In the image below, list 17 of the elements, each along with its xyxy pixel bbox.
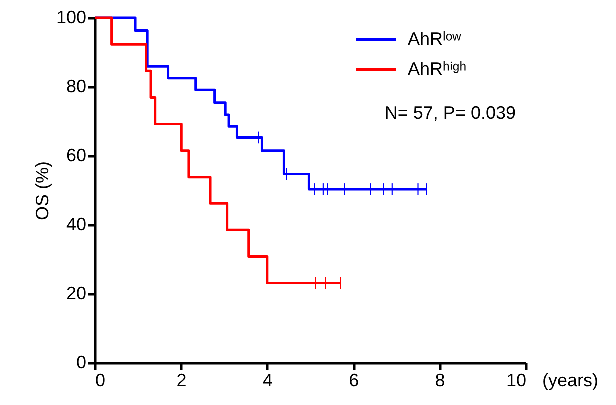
x-axis-title: (years) [542,370,599,390]
y-tick-label: 40 [66,214,86,234]
y-tick-label: 80 [66,76,86,96]
x-tick-label: 0 [96,370,106,390]
y-tick-label: 0 [76,352,86,372]
y-axis-title: OS (%) [32,161,52,221]
legend-label: AhRʰⁱᵍʰ [408,59,467,79]
annotation: N= 57, P= 0.039 [384,103,516,123]
x-tick-label: 6 [349,370,360,390]
x-tick-label: 2 [176,370,187,390]
y-tick-label: 20 [66,284,86,304]
x-tick-label: 8 [435,370,446,390]
x-tick-label: 4 [262,370,273,390]
y-tick-label: 60 [66,146,86,166]
y-tick-label: 100 [56,8,86,28]
legend-label: AhRˡᵒʷ [408,29,462,49]
x-tick-label: 10 [506,370,526,390]
